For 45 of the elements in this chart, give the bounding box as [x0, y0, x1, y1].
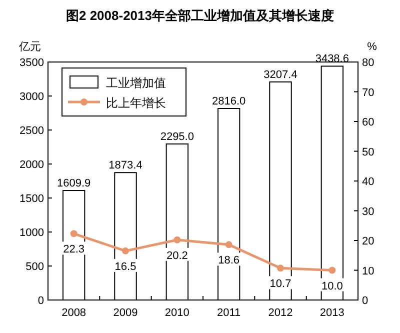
y2-tick-label: 50: [362, 146, 374, 158]
data-label: 22.3: [63, 244, 85, 256]
legend-label: 比上年增长: [106, 96, 166, 110]
y2-tick-label: 60: [362, 116, 374, 128]
data-label: 10.0: [321, 280, 343, 292]
data-label: 20.2: [166, 250, 188, 262]
y2-tick-label: 80: [362, 57, 374, 69]
y2-tick-label: 70: [362, 86, 374, 99]
x-tick-label: 2013: [320, 307, 344, 319]
x-tick-label: 2011: [217, 307, 241, 319]
data-label: 16.5: [114, 260, 136, 273]
y-axis-title: 亿元: [18, 41, 41, 53]
data-label: 2816.0: [212, 96, 246, 108]
y2-axis-title: %: [367, 41, 378, 53]
data-label: 2295.0: [160, 130, 194, 143]
point: [277, 264, 284, 272]
y-tick-label: 1500: [20, 193, 44, 205]
point: [225, 241, 232, 248]
chart-title: 图2 2008-2013年全部工业增加值及其增长速度: [66, 8, 334, 23]
y2-tick-label: 20: [362, 236, 374, 248]
y-tick-label: 1000: [20, 227, 44, 239]
y2-tick-label: 30: [362, 206, 374, 218]
point: [122, 247, 129, 254]
y-tick-label: 0: [38, 295, 44, 307]
y-tick-label: 3500: [20, 57, 44, 69]
y2-tick-label: 0: [362, 295, 368, 307]
x-tick-label: 2010: [164, 307, 190, 319]
y2-tick-label: 40: [362, 176, 374, 188]
y-tick-label: 2000: [20, 159, 44, 171]
data-label: 3207.4: [264, 68, 298, 81]
x-tick-label: 2008: [62, 307, 86, 319]
y-tick-label: 500: [26, 261, 44, 273]
point: [174, 236, 181, 244]
point: [328, 266, 336, 274]
data-label: 18.6: [218, 254, 240, 267]
point: [70, 230, 78, 238]
legend-label: 工业增加值: [106, 76, 166, 90]
y-tick-label: 3000: [20, 91, 44, 103]
data-label: 10.7: [270, 278, 292, 290]
data-label: 1609.9: [57, 178, 91, 190]
y2-tick-label: 10: [362, 265, 374, 278]
y-tick-label: 2500: [20, 125, 44, 137]
x-tick-label: 2009: [113, 307, 138, 319]
data-label: 1873.4: [108, 160, 142, 172]
x-tick-label: 2012: [268, 307, 293, 319]
